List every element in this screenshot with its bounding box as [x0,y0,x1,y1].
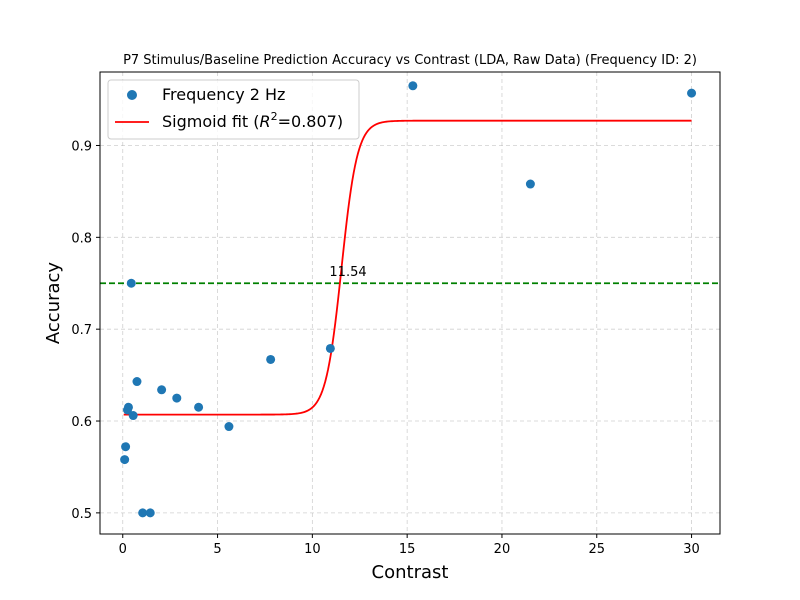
annotations: 11.54 [329,265,366,280]
grid [100,72,720,534]
data-point [138,508,148,518]
data-point [687,88,697,98]
sigmoid-fit-line [123,119,692,416]
x-tick-label: 30 [683,542,700,557]
data-point [408,81,418,91]
scatter-points [120,81,697,518]
legend-box [107,79,360,140]
x-tick-label: 5 [213,542,221,557]
y-tick-label: 0.7 [71,323,92,338]
legend-fit-sup: 2 [271,110,278,123]
data-point [132,377,142,387]
data-point [194,402,204,412]
data-point [120,455,130,465]
y-tick-label: 0.9 [71,139,92,154]
data-point [525,179,535,189]
x-tick-label: 0 [119,542,127,557]
midpoint-annotation: 11.54 [329,265,366,280]
legend-fit-suffix: =0.807) [278,112,343,131]
sigmoid-fit-group [123,119,692,416]
data-point [126,278,136,288]
legend-label-scatter: Frequency 2 Hz [162,85,285,104]
chart-title: P7 Stimulus/Baseline Prediction Accuracy… [123,53,697,68]
y-axis-label: Accuracy [43,262,64,345]
x-tick-label: 15 [399,542,416,557]
data-point [121,442,131,452]
data-point [224,422,234,432]
legend-label-fit: Sigmoid fit (R2=0.807) [162,110,343,131]
y-axis-ticks: 0.5 0.6 0.7 0.8 0.9 [71,139,100,522]
legend: Frequency 2 Hz Sigmoid fit (R2=0.807) [107,79,360,140]
x-tick-label: 25 [588,542,605,557]
data-point [172,393,182,403]
data-point [123,402,133,412]
y-tick-label: 0.5 [71,507,92,522]
legend-fit-prefix: Sigmoid fit ( [162,112,260,131]
x-axis-ticks: 0 5 10 15 20 25 30 [119,534,700,557]
y-tick-label: 0.8 [71,231,92,246]
data-point [128,411,138,421]
legend-scatter-marker [127,90,137,100]
data-point [325,343,335,353]
y-tick-label: 0.6 [71,415,92,430]
data-point [266,354,276,364]
legend-fit-r: R [260,112,271,131]
data-point [157,385,167,395]
x-tick-label: 10 [304,542,321,557]
x-axis-label: Contrast [372,562,449,583]
data-point [145,508,155,518]
x-tick-label: 20 [494,542,511,557]
plot-area-frame [99,71,721,535]
